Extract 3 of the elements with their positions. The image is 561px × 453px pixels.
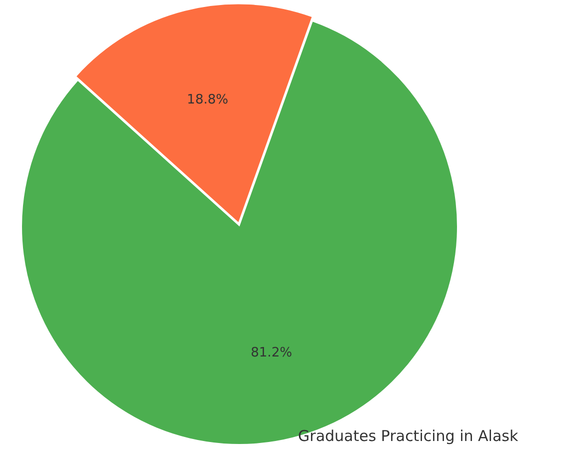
- data-label: 81.2%: [250, 345, 292, 360]
- slice-label: Graduates Practicing in Alask: [298, 426, 518, 445]
- data-label: 18.8%: [186, 92, 228, 108]
